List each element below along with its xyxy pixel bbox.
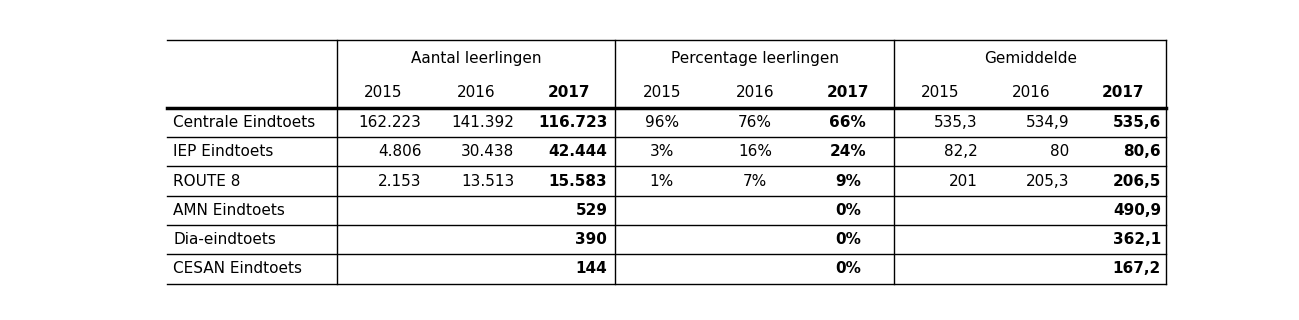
Text: Dia-eindtoets: Dia-eindtoets <box>174 232 277 247</box>
Text: 362,1: 362,1 <box>1113 232 1161 247</box>
Text: Percentage leerlingen: Percentage leerlingen <box>670 51 839 66</box>
Text: AMN Eindtoets: AMN Eindtoets <box>174 203 286 218</box>
Text: 96%: 96% <box>644 115 679 130</box>
Text: 42.444: 42.444 <box>548 144 608 159</box>
Text: 535,6: 535,6 <box>1113 115 1161 130</box>
Text: 535,3: 535,3 <box>934 115 978 130</box>
Text: 2017: 2017 <box>826 85 869 100</box>
Text: 167,2: 167,2 <box>1113 261 1161 276</box>
Text: 82,2: 82,2 <box>944 144 978 159</box>
Text: 9%: 9% <box>835 174 861 188</box>
Text: 24%: 24% <box>830 144 866 159</box>
Text: 141.392: 141.392 <box>452 115 514 130</box>
Text: 80,6: 80,6 <box>1124 144 1161 159</box>
Text: ROUTE 8: ROUTE 8 <box>174 174 240 188</box>
Text: 66%: 66% <box>830 115 866 130</box>
Text: 206,5: 206,5 <box>1113 174 1161 188</box>
Text: 16%: 16% <box>738 144 772 159</box>
Text: 116.723: 116.723 <box>538 115 608 130</box>
Text: 0%: 0% <box>835 232 861 247</box>
Text: IEP Eindtoets: IEP Eindtoets <box>174 144 274 159</box>
Text: 2016: 2016 <box>457 85 495 100</box>
Text: 2015: 2015 <box>364 85 403 100</box>
Text: 490,9: 490,9 <box>1113 203 1161 218</box>
Text: 0%: 0% <box>835 261 861 276</box>
Text: 201: 201 <box>950 174 978 188</box>
Text: 2015: 2015 <box>921 85 960 100</box>
Text: 2017: 2017 <box>1102 85 1144 100</box>
Text: 534,9: 534,9 <box>1026 115 1069 130</box>
Text: 3%: 3% <box>650 144 674 159</box>
Text: 144: 144 <box>575 261 608 276</box>
Text: 529: 529 <box>575 203 608 218</box>
Text: 1%: 1% <box>650 174 674 188</box>
Text: 76%: 76% <box>738 115 772 130</box>
Text: 13.513: 13.513 <box>461 174 514 188</box>
Text: 7%: 7% <box>743 174 766 188</box>
Text: 2.153: 2.153 <box>378 174 421 188</box>
Text: 205,3: 205,3 <box>1026 174 1069 188</box>
Text: Aantal leerlingen: Aantal leerlingen <box>410 51 542 66</box>
Text: 15.583: 15.583 <box>548 174 608 188</box>
Text: 0%: 0% <box>835 203 861 218</box>
Text: Gemiddelde: Gemiddelde <box>983 51 1077 66</box>
Text: 390: 390 <box>575 232 608 247</box>
Text: Centrale Eindtoets: Centrale Eindtoets <box>174 115 316 130</box>
Text: 2015: 2015 <box>643 85 681 100</box>
Text: 2017: 2017 <box>548 85 590 100</box>
Text: 80: 80 <box>1050 144 1069 159</box>
Text: 162.223: 162.223 <box>359 115 421 130</box>
Text: 2016: 2016 <box>1012 85 1051 100</box>
Text: 30.438: 30.438 <box>461 144 514 159</box>
Text: 2016: 2016 <box>735 85 774 100</box>
Text: CESAN Eindtoets: CESAN Eindtoets <box>174 261 303 276</box>
Text: 4.806: 4.806 <box>378 144 421 159</box>
